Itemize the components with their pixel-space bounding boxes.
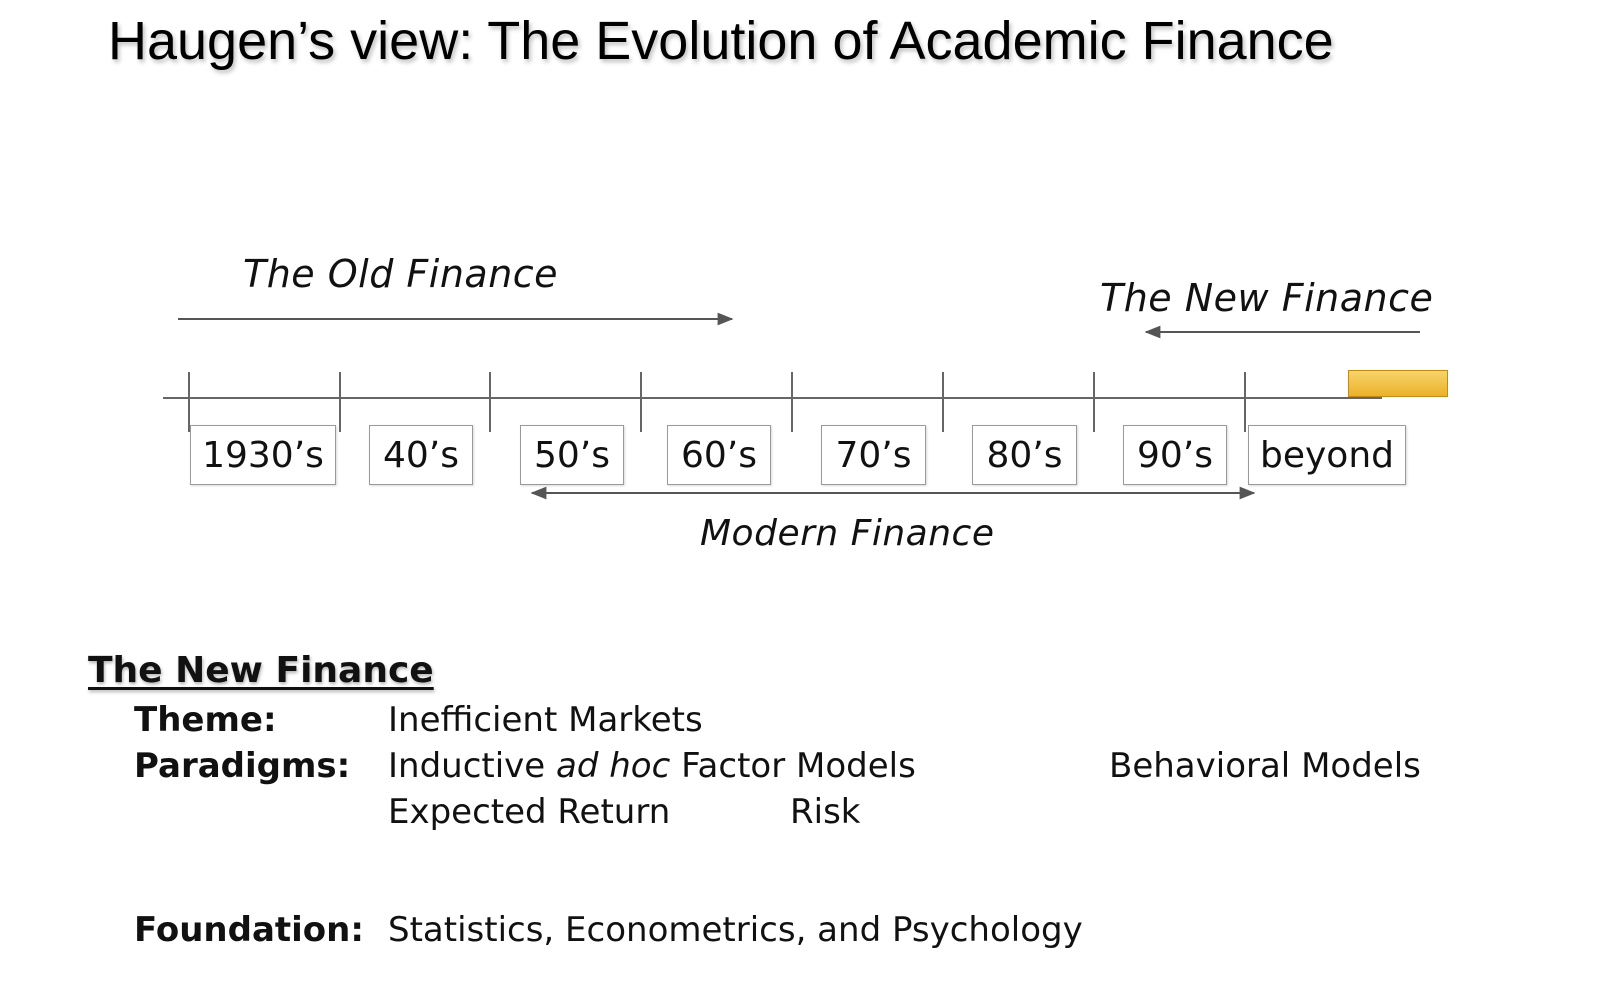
paradigm-inductive-factor-models: Inductive ad hoc Factor Models (388, 746, 916, 786)
risk-text: Risk (790, 792, 861, 832)
theme-value: Inefficient Markets (388, 700, 703, 740)
paradigm-ad-hoc: ad hoc (556, 746, 671, 786)
present-marker (1348, 370, 1448, 397)
timeline-ticks (188, 372, 1246, 432)
paradigms-label: Paradigms: (134, 746, 351, 786)
decade-box-beyond: beyond (1248, 425, 1406, 485)
paradigm-behavioral-models: Behavioral Models (1109, 746, 1421, 786)
theme-label: Theme: (134, 700, 277, 740)
old-finance-label: The Old Finance (243, 252, 559, 296)
decade-box-80s: 80’s (972, 425, 1077, 485)
decade-box-60s: 60’s (667, 425, 771, 485)
paradigm-inductive: Inductive (388, 746, 546, 786)
decade-box-1930s: 1930’s (190, 425, 336, 485)
decade-box-40s: 40’s (369, 425, 473, 485)
expected-return-text: Expected Return (388, 792, 671, 832)
foundation-value: Statistics, Econometrics, and Psychology (388, 910, 1083, 950)
decade-box-90s: 90’s (1123, 425, 1227, 485)
decade-box-70s: 70’s (821, 425, 926, 485)
slide-title: Haugen’s view: The Evolution of Academic… (108, 11, 1334, 71)
modern-finance-label: Modern Finance (700, 513, 995, 554)
decade-box-50s: 50’s (520, 425, 624, 485)
paradigm-factor-models: Factor Models (681, 746, 916, 786)
new-finance-label: The New Finance (1100, 276, 1434, 320)
new-finance-heading: The New Finance (88, 650, 434, 691)
foundation-label: Foundation: (134, 910, 364, 950)
